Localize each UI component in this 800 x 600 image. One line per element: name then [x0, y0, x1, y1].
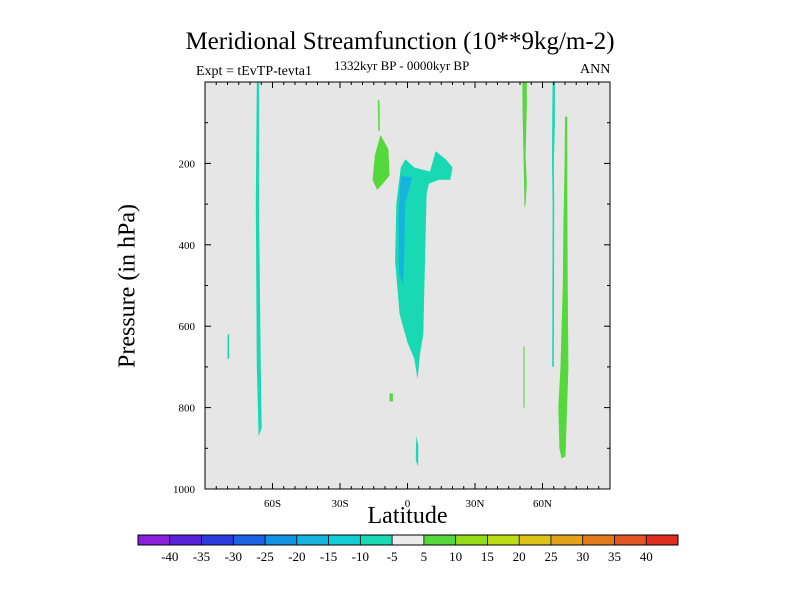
y-axis-ticks: 200 400 600 800 1000	[173, 122, 610, 496]
y-tick-label: 800	[179, 403, 196, 415]
colorbar-label: -5	[387, 549, 398, 564]
region-nh-high-lat-column	[558, 116, 569, 459]
colorbar-swatch	[138, 535, 171, 545]
colorbar-label: -10	[352, 549, 369, 564]
colorbar-swatch	[487, 535, 520, 545]
colorbar-label: 20	[513, 549, 526, 564]
time-period-label: 1332kyr BP - 0000kyr BP	[334, 58, 470, 73]
y-tick-label: 200	[179, 158, 196, 170]
colorbar-swatch	[646, 535, 679, 545]
region-southern-isolated-patch	[227, 334, 230, 359]
colorbar-label: 35	[608, 549, 621, 564]
colorbar-swatch	[296, 535, 329, 545]
colorbar-swatch	[455, 535, 488, 545]
x-tick-label: 0	[405, 498, 411, 510]
chart-title: Meridional Streamfunction (10**9kg/m-2)	[185, 28, 615, 55]
x-tick-label: 60S	[264, 498, 281, 510]
colorbar-label: -35	[193, 549, 210, 564]
colorbar-label: -15	[320, 549, 337, 564]
colorbar-swatch	[328, 535, 361, 545]
x-axis-label: Latitude	[367, 503, 448, 529]
region-nh-thin-negative	[552, 82, 555, 367]
colorbar-label: -20	[288, 549, 305, 564]
colorbar-swatch	[265, 535, 298, 545]
experiment-label: Expt = tEvTP-tevta1	[196, 64, 312, 79]
colorbar-label: 5	[421, 549, 428, 564]
colorbar-swatch	[614, 535, 647, 545]
region-equatorial-negative-cell	[395, 151, 453, 380]
colorbar-label: 30	[576, 549, 589, 564]
x-tick-label: 60N	[533, 498, 552, 510]
colorbar-frame	[137, 534, 679, 546]
contour-regions	[227, 82, 569, 467]
region-low-level-speck	[389, 393, 393, 402]
colorbar-swatch	[233, 535, 266, 545]
colorbar-swatch	[519, 535, 552, 545]
colorbar-swatch	[582, 535, 615, 545]
x-axis-ticks: 60S 30S 0 30N 60N	[204, 82, 611, 510]
region-near-surface-small	[415, 436, 419, 467]
colorbar-label: 10	[449, 549, 462, 564]
season-label: ANN	[580, 62, 611, 77]
region-upper-tropical-positive-thin	[377, 100, 380, 131]
colorbar-label: 40	[640, 549, 653, 564]
colorbar-label: 15	[481, 549, 494, 564]
x-tick-label: 30S	[331, 498, 348, 510]
colorbar-swatch	[392, 535, 425, 545]
colorbar-swatch	[169, 535, 202, 545]
colorbar: -40 -35 -30 -25 -20 -15 -10 -5 5 10 15 20 25 30 35 40	[137, 534, 679, 564]
colorbar-swatch	[550, 535, 583, 545]
y-tick-label: 400	[179, 240, 196, 252]
region-nh-midlat-lower	[523, 346, 525, 408]
x-tick-label: 30N	[466, 498, 485, 510]
colorbar-swatch	[201, 535, 234, 545]
region-equatorial-inner-contour	[398, 175, 412, 286]
region-upper-tropical-positive	[372, 134, 390, 190]
colorbar-label: -30	[225, 549, 242, 564]
region-nh-midlat-column	[522, 82, 527, 209]
region-southern-mid-column	[255, 82, 262, 437]
colorbar-label: -40	[161, 549, 178, 564]
colorbar-swatch	[423, 535, 456, 545]
colorbar-swatch	[360, 535, 393, 545]
colorbar-label: -25	[256, 549, 273, 564]
y-tick-label: 600	[179, 321, 196, 333]
y-tick-label: 1000	[173, 484, 196, 496]
colorbar-label: 25	[544, 549, 557, 564]
